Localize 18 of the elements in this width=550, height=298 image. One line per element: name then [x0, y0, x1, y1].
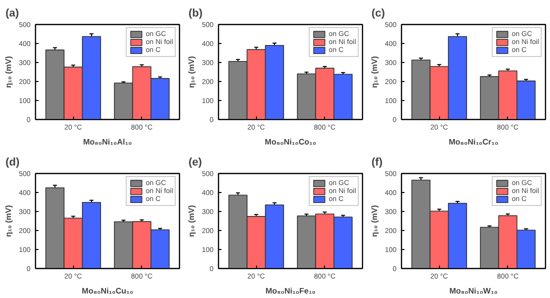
chart-title: (e)	[188, 156, 202, 168]
y-axis-title: η₁₀ (mV)	[186, 56, 196, 88]
y-axis-title: η₁₀ (mV)	[4, 56, 13, 88]
x-axis-title: Mo₈₀Ni₁₀Co₁₀	[264, 138, 317, 146]
x-axis-title: Mo₈₀Ni₁₀Fe₁₀	[265, 286, 316, 296]
y-axis-title: η₁₀ (mV)	[370, 56, 379, 88]
x-axis-title: Mo₈₀Ni₁₀Cr₁₀	[448, 138, 499, 146]
x-axis-title: Mo₈₀Ni₁₀Cu₁₀	[82, 286, 134, 296]
chart-title: (b)	[188, 8, 203, 20]
y-axis-title: η₁₀ (mV)	[370, 204, 379, 237]
x-axis-title: Mo₈₀Ni₁₀W₁₀	[449, 286, 498, 296]
chart-title: (d)	[6, 156, 20, 168]
y-axis-title: η₁₀ (mV)	[186, 204, 196, 237]
chart-title: (c)	[372, 8, 386, 20]
y-axis-title: η₁₀ (mV)	[4, 204, 13, 237]
x-axis-title: Mo₈₀Ni₁₀Al₁₀	[83, 138, 132, 146]
chart-title: (f)	[372, 156, 383, 168]
chart-title: (a)	[6, 8, 20, 20]
